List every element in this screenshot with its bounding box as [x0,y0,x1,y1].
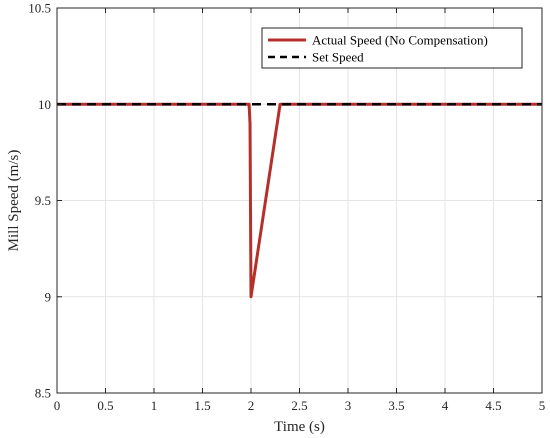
x-tick-label: 2 [248,398,255,413]
legend: Actual Speed (No Compensation) Set Speed [261,27,523,69]
x-tick-label: 0.5 [97,398,113,413]
y-tick-label: 10.5 [28,1,51,16]
tick-marks [56,7,543,394]
x-tick-label: 1 [151,398,158,413]
x-tick-label: 4 [442,398,449,413]
y-tick-label: 9 [45,289,52,304]
y-tick-labels: 8.5 9 9.5 10 10.5 [28,1,51,401]
y-tick-label: 8.5 [35,386,51,401]
series-actual-speed-line [57,102,542,299]
y-tick-label: 9.5 [35,193,51,208]
x-tick-label: 4.5 [485,398,501,413]
x-tick-label: 3 [345,398,352,413]
grid [57,8,542,393]
legend-label-set-speed: Set Speed [312,50,364,65]
x-tick-label: 5 [539,398,546,413]
x-tick-label: 0 [54,398,61,413]
legend-box [261,27,523,69]
x-tick-label: 3.5 [388,398,404,413]
x-tick-label: 1.5 [194,398,210,413]
series-layer [57,102,542,299]
x-tick-labels: 0 0.5 1 1.5 2 2.5 3 3.5 4 4.5 5 [54,398,546,413]
legend-label-actual-speed: Actual Speed (No Compensation) [312,33,488,48]
y-axis-label: Mill Speed (m/s) [6,150,22,252]
x-axis-label: Time (s) [274,419,325,435]
y-tick-label: 10 [38,97,51,112]
x-tick-label: 2.5 [291,398,307,413]
